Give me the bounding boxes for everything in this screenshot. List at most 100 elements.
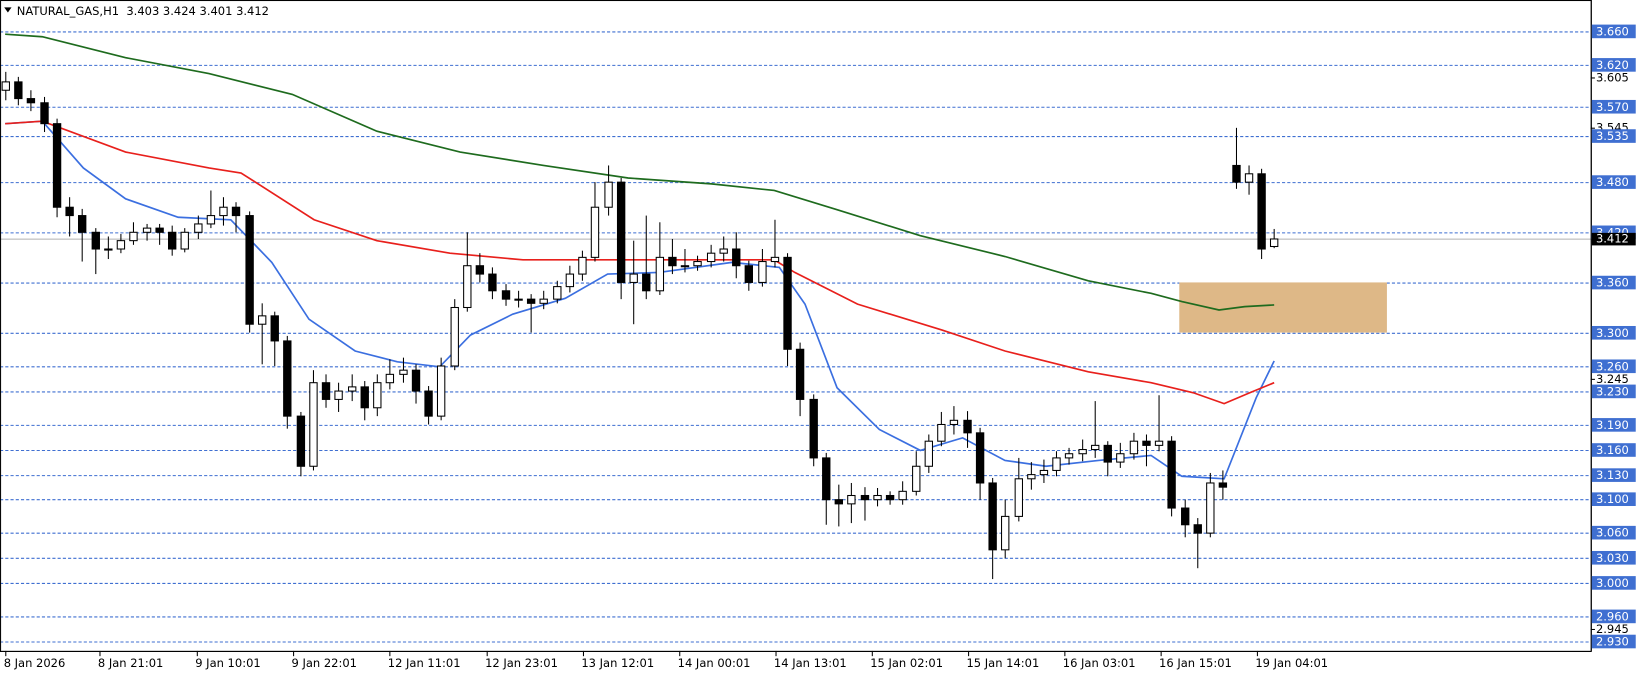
- level-label: 2.930: [1596, 635, 1629, 649]
- level-label-box: [1591, 609, 1636, 624]
- level-label-box: [1591, 359, 1636, 374]
- candle-body: [488, 273, 497, 292]
- candle-body: [1078, 449, 1087, 455]
- candle-body: [1257, 173, 1266, 250]
- candle-body: [1142, 440, 1151, 446]
- candle-body: [1167, 440, 1176, 509]
- menu-arrow[interactable]: [4, 7, 12, 13]
- candle-body: [539, 298, 548, 304]
- candle-body: [1218, 482, 1228, 488]
- candle-body: [719, 248, 728, 254]
- candle-body: [1001, 515, 1010, 551]
- candle-body: [770, 256, 780, 263]
- candle-body: [1232, 164, 1241, 183]
- candle-body: [553, 286, 562, 300]
- level-label: 3.060: [1596, 526, 1629, 540]
- candle-body: [680, 265, 690, 268]
- candle-body: [514, 298, 523, 301]
- candle-body: [258, 315, 267, 325]
- x-tick-label: 12 Jan 23:01: [485, 656, 558, 670]
- candle-body: [1193, 524, 1202, 534]
- candle-body: [1244, 173, 1254, 183]
- candle-body: [231, 206, 241, 217]
- candle-body: [744, 265, 753, 283]
- x-tick-label: 14 Jan 13:01: [774, 656, 847, 670]
- candle-body: [1154, 440, 1164, 446]
- candle-body: [988, 482, 997, 551]
- candle-body: [822, 457, 831, 501]
- level-label-box: [1591, 384, 1636, 399]
- candle-body: [526, 298, 536, 304]
- candle-body: [924, 440, 933, 467]
- candle-body: [1027, 474, 1036, 480]
- x-tick-label: 9 Jan 10:01: [195, 656, 261, 670]
- candle-body: [142, 227, 152, 233]
- level-label-box: [1591, 468, 1636, 482]
- candle-body: [795, 348, 805, 400]
- candle-body: [334, 390, 343, 400]
- level-label-box: [1591, 175, 1636, 189]
- candles-layer: [1, 71, 1279, 580]
- candle-body: [963, 419, 972, 434]
- level-label: 3.660: [1596, 24, 1629, 38]
- candle-body: [360, 386, 369, 409]
- level-label-box: [1591, 275, 1636, 290]
- level-label-box: [1591, 325, 1636, 340]
- candle-body: [616, 181, 626, 283]
- level-label: 3.360: [1596, 276, 1629, 290]
- level-label: 3.030: [1596, 551, 1629, 565]
- level-label-box: [1591, 418, 1636, 432]
- chart-title: NATURAL_GAS,H1 3.403 3.424 3.401 3.412: [17, 4, 269, 18]
- candle-body: [885, 494, 895, 501]
- candle-body: [296, 415, 306, 467]
- candle-body: [937, 423, 946, 442]
- level-label-box: [1591, 24, 1636, 39]
- y-tick-label: 3.245: [1596, 372, 1629, 386]
- candle-body: [52, 123, 62, 208]
- level-label-box: [1591, 443, 1636, 457]
- candle-body: [668, 256, 677, 267]
- candle-body: [912, 465, 921, 492]
- level-label: 3.535: [1596, 129, 1629, 143]
- candle-body: [834, 499, 843, 505]
- zone-layer: [1179, 282, 1387, 333]
- current-price-box: [1591, 232, 1636, 246]
- x-tick-label: 15 Jan 02:01: [870, 656, 943, 670]
- candle-body: [155, 227, 164, 233]
- candle-body: [411, 369, 421, 392]
- candle-body: [860, 494, 870, 501]
- x-tick-label: 19 Jan 04:01: [1255, 656, 1328, 670]
- candle-body: [1269, 238, 1279, 248]
- plot-frame: [0, 0, 1592, 652]
- level-label-box: [1591, 525, 1636, 540]
- level-label-box: [1591, 58, 1636, 72]
- y-tick-label: 2.945: [1596, 622, 1629, 636]
- candle-body: [1129, 440, 1139, 455]
- candle-body: [26, 98, 36, 104]
- level-label-box: [1591, 634, 1636, 649]
- candle-body: [245, 215, 254, 325]
- candle-body: [565, 273, 575, 288]
- level-label-box: [1591, 99, 1636, 114]
- candle-body: [732, 248, 741, 267]
- x-tick-label: 12 Jan 11:01: [388, 656, 461, 670]
- y-tick-label: 3.605: [1596, 70, 1629, 84]
- candle-body: [501, 290, 511, 300]
- x-tick-label: 15 Jan 14:01: [966, 656, 1039, 670]
- candle-body: [693, 261, 702, 267]
- candle-body: [385, 373, 395, 384]
- candle-body: [424, 390, 433, 417]
- candle-body: [706, 252, 716, 263]
- candle-body: [809, 398, 818, 459]
- x-tick-label: 16 Jan 15:01: [1159, 656, 1232, 670]
- candle-body: [655, 256, 665, 292]
- level-label: 2.960: [1596, 609, 1629, 623]
- candle-body: [758, 261, 767, 283]
- candle-body: [975, 432, 985, 484]
- candle-body: [475, 265, 485, 275]
- level-label: 3.130: [1596, 468, 1629, 482]
- level-label: 3.000: [1596, 576, 1629, 590]
